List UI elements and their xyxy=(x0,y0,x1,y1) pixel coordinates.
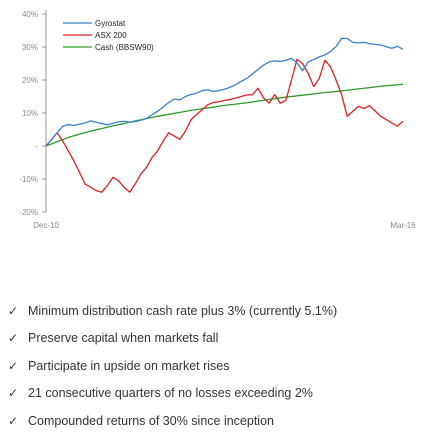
y-tick-label: -10% xyxy=(19,175,38,184)
legend-label: Gyrostat xyxy=(95,19,126,28)
legend: Gyrostat ASX 200 Cash (BBSW90) xyxy=(63,19,154,52)
y-tick-label: -20% xyxy=(19,208,38,217)
list-item: ✓ 21 consecutive quarters of no losses ex… xyxy=(8,380,428,408)
legend-label: Cash (BBSW90) xyxy=(95,43,154,52)
series-layer xyxy=(45,37,404,193)
x-axis: Dec-10 Mar-16 xyxy=(33,221,416,230)
y-tick-label: 20% xyxy=(22,76,38,85)
y-tick-label: 30% xyxy=(22,43,38,52)
check-icon: ✓ xyxy=(8,303,19,318)
y-tick-label: 10% xyxy=(22,109,38,118)
bullet-text: Compounded returns of 30% since inceptio… xyxy=(28,413,274,428)
list-item: ✓ Participate in upside on market rises xyxy=(8,352,428,380)
y-tick-label: - xyxy=(35,142,38,151)
x-tick-label: Dec-10 xyxy=(33,221,59,230)
list-item: ✓ Preserve capital when markets fall xyxy=(8,325,428,353)
legend-label: ASX 200 xyxy=(95,31,127,40)
list-item: ✓ Minimum distribution cash rate plus 3% … xyxy=(8,297,428,325)
check-icon: ✓ xyxy=(8,358,19,373)
bullet-text: Preserve capital when markets fall xyxy=(28,331,219,346)
series-line-gyrostat xyxy=(45,37,404,147)
list-item: ✓ Compounded returns of 30% since incepti… xyxy=(8,407,428,435)
series-line-asx-200 xyxy=(45,58,404,193)
check-icon: ✓ xyxy=(8,331,19,346)
series-line-cash-bbsw90 xyxy=(45,83,404,147)
check-icon: ✓ xyxy=(8,413,19,428)
bullet-text: Minimum distribution cash rate plus 3% (… xyxy=(28,303,338,318)
y-axis: -20%-10%-10%20%30%40% xyxy=(19,10,47,217)
feature-list: ✓ Minimum distribution cash rate plus 3% … xyxy=(8,297,428,435)
performance-chart: -20%-10%-10%20%30%40% Dec-10 Mar-16 Gyros… xyxy=(19,10,416,230)
y-tick-label: 40% xyxy=(22,10,38,19)
check-icon: ✓ xyxy=(8,386,19,401)
bullet-text: Participate in upside on market rises xyxy=(28,358,230,373)
bullet-text: 21 consecutive quarters of no losses exc… xyxy=(28,386,313,401)
x-tick-label: Mar-16 xyxy=(390,221,416,230)
